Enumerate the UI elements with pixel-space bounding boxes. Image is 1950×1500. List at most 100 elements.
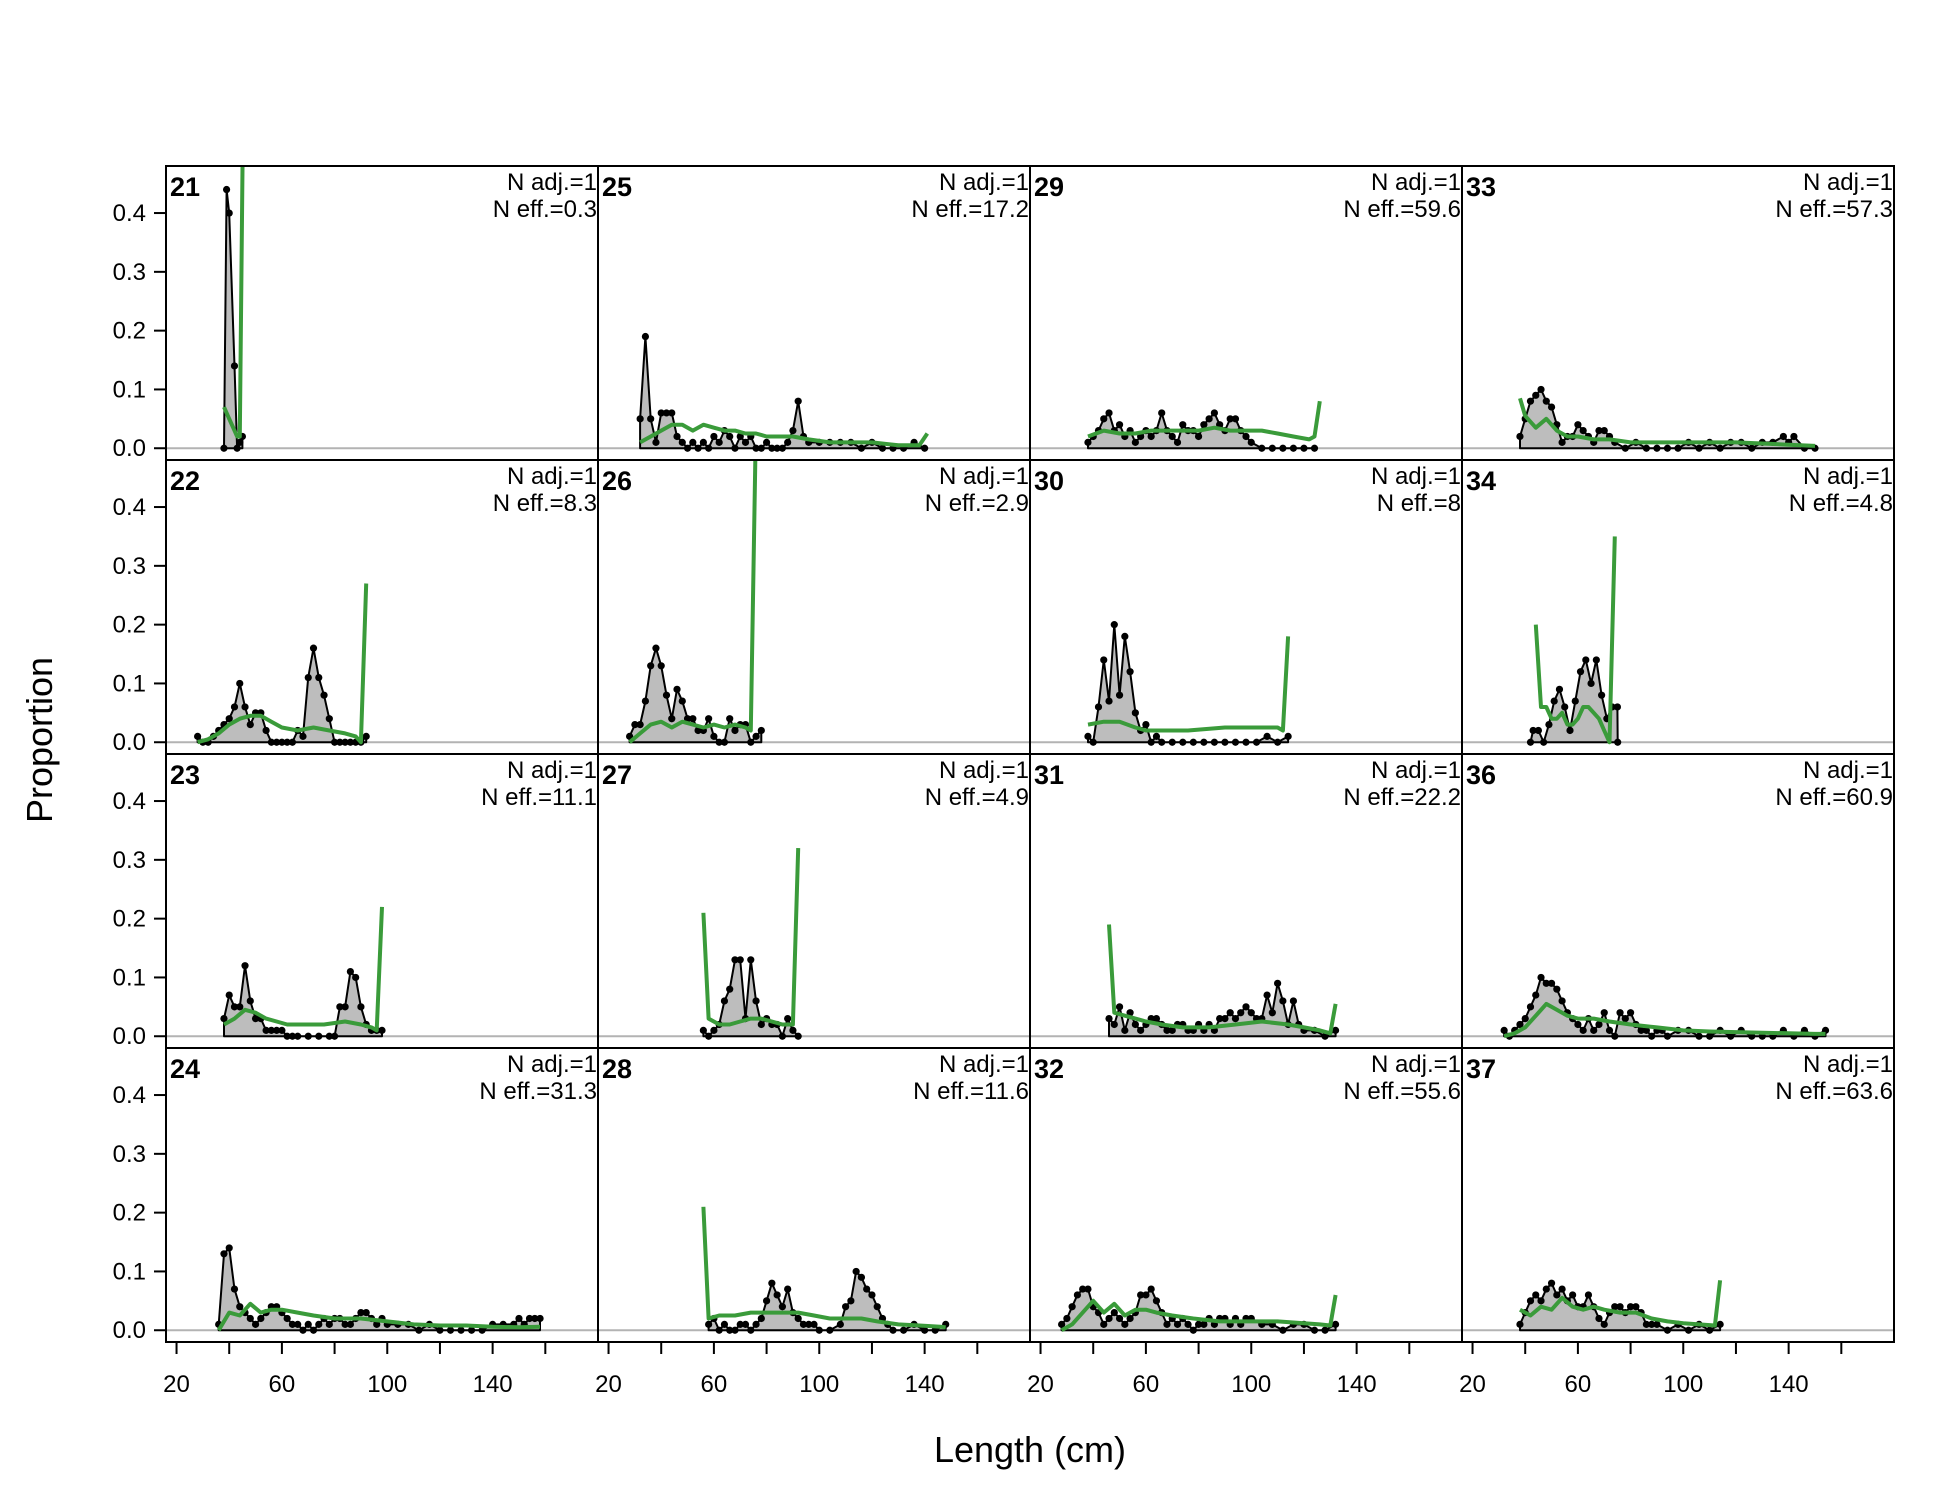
observed-point — [346, 967, 354, 976]
observed-point — [863, 1285, 871, 1293]
observed-point — [826, 1326, 834, 1334]
observed-point — [1173, 438, 1182, 446]
observed-point — [1569, 1291, 1577, 1299]
n-adj-label: N adj.=1 — [1371, 463, 1461, 490]
observed-point — [641, 697, 650, 705]
observed-point — [736, 956, 744, 964]
observed-point — [436, 1326, 444, 1334]
observed-point — [705, 1320, 713, 1328]
observed-point — [773, 1291, 781, 1299]
observed-point — [341, 738, 349, 746]
observed-point — [225, 715, 233, 723]
x-tick-label: 20 — [595, 1371, 622, 1398]
n-adj-label: N adj.=1 — [507, 1051, 597, 1078]
observed-point — [789, 427, 797, 435]
observed-point — [1331, 1026, 1340, 1034]
observed-point — [1263, 991, 1271, 999]
observed-point — [889, 1326, 897, 1334]
observed-point — [1663, 444, 1672, 452]
observed-point — [1600, 1009, 1608, 1017]
observed-point — [478, 1326, 486, 1334]
panel-plot-area — [166, 906, 598, 1040]
observed-point — [288, 1320, 297, 1328]
observed-point — [1614, 738, 1622, 746]
observed-point — [1592, 656, 1600, 664]
observed-point — [1242, 1003, 1250, 1011]
y-tick-label: 0.1 — [113, 670, 146, 697]
n-eff-label: N eff.=22.2 — [1343, 784, 1461, 811]
observed-area — [639, 335, 926, 450]
observed-point — [1279, 997, 1287, 1005]
panel-plot-area — [1030, 1285, 1462, 1334]
observed-point — [1590, 1026, 1598, 1034]
observed-point — [1084, 732, 1092, 740]
observed-point — [1194, 432, 1203, 441]
y-tick-label: 0.3 — [113, 259, 146, 286]
observed-point — [283, 738, 291, 746]
y-tick-label: 0.2 — [113, 612, 146, 639]
y-tick-label: 0.0 — [113, 1317, 146, 1344]
observed-point — [757, 726, 765, 735]
observed-point — [1168, 432, 1176, 441]
observed-point — [1532, 1291, 1540, 1299]
observed-point — [726, 432, 734, 441]
observed-point — [1152, 1015, 1161, 1023]
observed-point — [810, 1320, 818, 1328]
y-tick-label: 0.2 — [113, 318, 146, 345]
observed-point — [1089, 738, 1097, 746]
observed-point — [1529, 726, 1537, 735]
observed-point — [715, 738, 723, 746]
panel-label: 28 — [602, 1054, 632, 1084]
observed-point — [346, 738, 354, 746]
observed-point — [1532, 391, 1540, 399]
observed-point — [315, 1032, 323, 1040]
observed-point — [1210, 409, 1218, 417]
n-adj-label: N adj.=1 — [939, 463, 1029, 490]
observed-point — [1115, 421, 1124, 429]
observed-point — [1526, 397, 1535, 405]
panel-plot-area — [1462, 536, 1894, 746]
observed-point — [1310, 444, 1319, 452]
observed-point — [1611, 1303, 1619, 1311]
x-tick-label: 60 — [1565, 1371, 1592, 1398]
observed-point — [757, 1020, 765, 1029]
observed-point — [1558, 438, 1566, 446]
y-tick-label: 0.2 — [113, 906, 146, 933]
observed-point — [1600, 427, 1608, 435]
panel-plot-area — [166, 166, 598, 452]
expected-line — [639, 422, 929, 448]
observed-point — [246, 721, 254, 729]
observed-point — [720, 738, 729, 746]
panel-label: 23 — [170, 760, 200, 790]
panel-label: 27 — [602, 760, 632, 790]
observed-point — [699, 438, 707, 446]
n-eff-label: N eff.=4.8 — [1789, 490, 1893, 517]
panel-33: 33 N adj.=1N eff.=57.3 — [1461, 165, 1895, 461]
n-eff-label: N eff.=63.6 — [1775, 1078, 1893, 1105]
y-tick-label: 0.3 — [113, 847, 146, 874]
observed-point — [246, 1314, 254, 1323]
y-tick-label: 0.4 — [113, 1082, 146, 1109]
observed-point — [1216, 1015, 1224, 1023]
observed-point — [1576, 668, 1585, 676]
observed-point — [1279, 1326, 1287, 1334]
observed-point — [220, 1015, 228, 1023]
observed-point — [815, 1326, 823, 1334]
observed-point — [736, 1320, 744, 1328]
panel-23: 23 N adj.=1N eff.=11.1 — [165, 753, 599, 1049]
observed-point — [1542, 397, 1550, 405]
observed-point — [357, 1309, 365, 1317]
expected-line — [222, 166, 245, 439]
n-eff-label: N eff.=0.3 — [493, 196, 597, 223]
expected-line — [701, 848, 801, 1027]
observed-point — [1779, 432, 1787, 441]
observed-point — [325, 715, 333, 723]
observed-point — [309, 644, 318, 652]
observed-point — [1079, 1285, 1087, 1293]
expected-line — [1519, 1280, 1723, 1328]
panel-label: 22 — [170, 466, 200, 496]
n-eff-label: N eff.=57.3 — [1775, 196, 1893, 223]
observed-point — [1521, 1015, 1529, 1023]
panel-25: 25 N adj.=1N eff.=17.2 — [597, 165, 1031, 461]
x-tick-label: 20 — [1027, 1371, 1054, 1398]
